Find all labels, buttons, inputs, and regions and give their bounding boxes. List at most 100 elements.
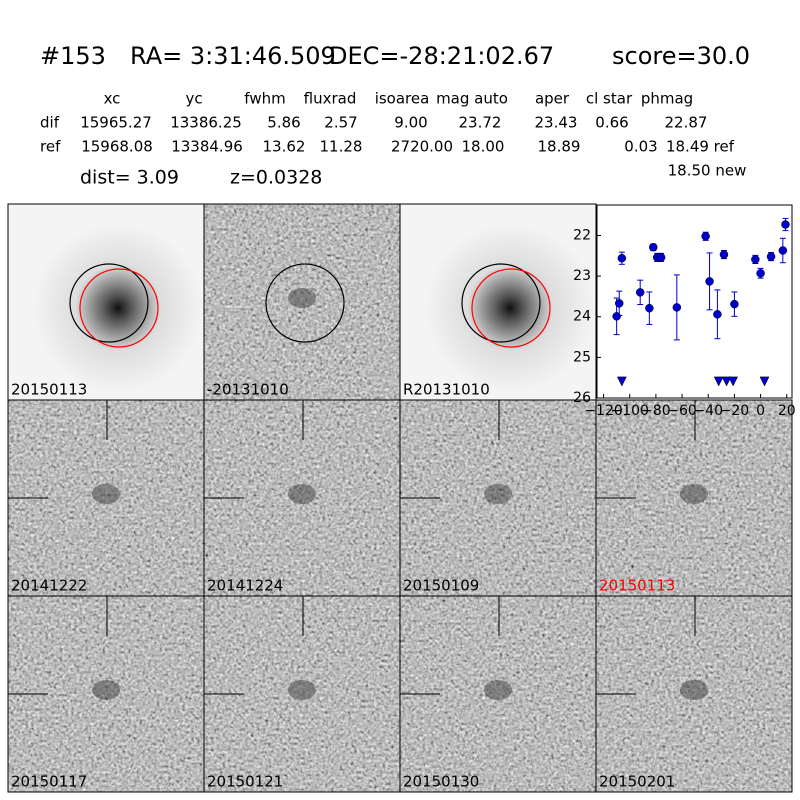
x-tick-label: −100 — [610, 403, 648, 419]
y-tick-label: 25 — [573, 349, 591, 365]
x-tick-label: −80 — [641, 403, 671, 419]
x-tick-label: −120 — [584, 403, 622, 419]
residual — [484, 484, 512, 504]
ra: RA= 3:31:46.509 — [130, 42, 336, 70]
x-tick-label: 0 — [756, 403, 765, 419]
y-tick-label: 24 — [573, 309, 591, 325]
stamp-label: 20150117 — [11, 773, 87, 791]
residual — [288, 288, 316, 308]
galaxy — [425, 223, 595, 393]
point — [617, 253, 627, 263]
residual — [484, 680, 512, 700]
point — [766, 252, 776, 261]
plot-frame — [596, 204, 793, 399]
point — [719, 250, 729, 259]
aperture — [265, 263, 345, 343]
stamp-label: 20150130 — [403, 773, 479, 791]
score: score=30.0 — [612, 42, 750, 70]
cell: 23.43 — [535, 114, 578, 132]
point — [713, 310, 722, 319]
x-tick-label: 20 — [778, 403, 796, 419]
y-tick-label: 23 — [573, 268, 591, 284]
cell: 2720.00 — [391, 138, 453, 156]
aperture — [69, 263, 149, 343]
y-tick-label: 22 — [573, 227, 591, 243]
aperture-ref — [79, 268, 159, 348]
stamp-label: 20150113 — [599, 577, 675, 595]
dec: DEC=-28:21:02.67 — [329, 42, 554, 70]
cell: 18.00 — [462, 138, 505, 156]
cell: 0.03 — [624, 138, 657, 156]
row-label: ref — [40, 138, 61, 156]
residual — [680, 680, 708, 700]
column-header: mag auto — [436, 90, 508, 108]
aperture-ref — [471, 268, 551, 348]
column-header: aper — [535, 90, 570, 108]
residual — [288, 484, 316, 504]
column-header: cl star — [586, 90, 633, 108]
stamp-label: 20150109 — [403, 577, 479, 595]
id: #153 — [40, 42, 106, 70]
x-tick-label: −40 — [693, 403, 723, 419]
column-header: isoarea — [375, 90, 430, 108]
x-tick-label: −20 — [720, 403, 750, 419]
cell: 13386.25 — [170, 114, 242, 132]
residual — [92, 680, 120, 700]
point — [614, 299, 624, 308]
column-header: phmag — [641, 90, 693, 108]
point — [701, 232, 710, 241]
stamp-label: 20141222 — [11, 577, 87, 595]
point — [635, 288, 645, 297]
cell: 13.62 — [263, 138, 306, 156]
upper-limit — [616, 376, 627, 387]
residual — [92, 484, 120, 504]
residual — [680, 484, 708, 504]
stamp-label: 20150201 — [599, 773, 675, 791]
point — [612, 312, 621, 321]
cell: 18.89 — [538, 138, 581, 156]
stamp-label: -20131010 — [207, 381, 289, 399]
dist: dist= 3.09 — [80, 167, 179, 189]
redshift: z=0.0328 — [230, 167, 322, 189]
point — [781, 220, 790, 229]
x-tick-label: −60 — [667, 403, 697, 419]
cell: 22.87 — [665, 114, 708, 132]
stamp-label: R20131010 — [403, 381, 490, 399]
point — [730, 299, 739, 309]
cell: 23.72 — [459, 114, 502, 132]
point — [649, 243, 658, 252]
galaxy — [33, 223, 203, 393]
upper-limit — [759, 376, 770, 387]
point — [645, 303, 654, 313]
aperture — [461, 263, 541, 343]
stamp-image — [204, 204, 400, 400]
cell: 13384.96 — [171, 138, 243, 156]
stamp-label: 20141224 — [207, 577, 283, 595]
cell: 15968.08 — [81, 138, 153, 156]
upper-limit — [713, 376, 724, 387]
cell: 0.66 — [595, 114, 628, 132]
point — [751, 255, 760, 264]
cell: 9.00 — [394, 114, 427, 132]
stamp-label: 20150113 — [11, 381, 87, 399]
point — [705, 277, 714, 286]
column-header: xc — [104, 90, 121, 108]
point — [756, 269, 765, 278]
upper-limit — [728, 376, 739, 387]
column-header: fwhm — [244, 90, 285, 108]
point — [672, 303, 682, 312]
y-tick-label: 26 — [573, 390, 591, 406]
residual — [288, 680, 316, 700]
cell: 15965.27 — [80, 114, 152, 132]
stamp-label: 20150121 — [207, 773, 283, 791]
column-header: fluxrad — [304, 90, 357, 108]
stamp-frame — [595, 595, 793, 793]
cell: 5.86 — [267, 114, 300, 132]
cell: 11.28 — [320, 138, 363, 156]
row-label: dif — [40, 114, 60, 132]
cell: 18.49 ref — [666, 138, 735, 156]
column-header: yc — [185, 90, 202, 108]
point — [656, 253, 666, 262]
new-mag: 18.50 new — [668, 162, 747, 180]
